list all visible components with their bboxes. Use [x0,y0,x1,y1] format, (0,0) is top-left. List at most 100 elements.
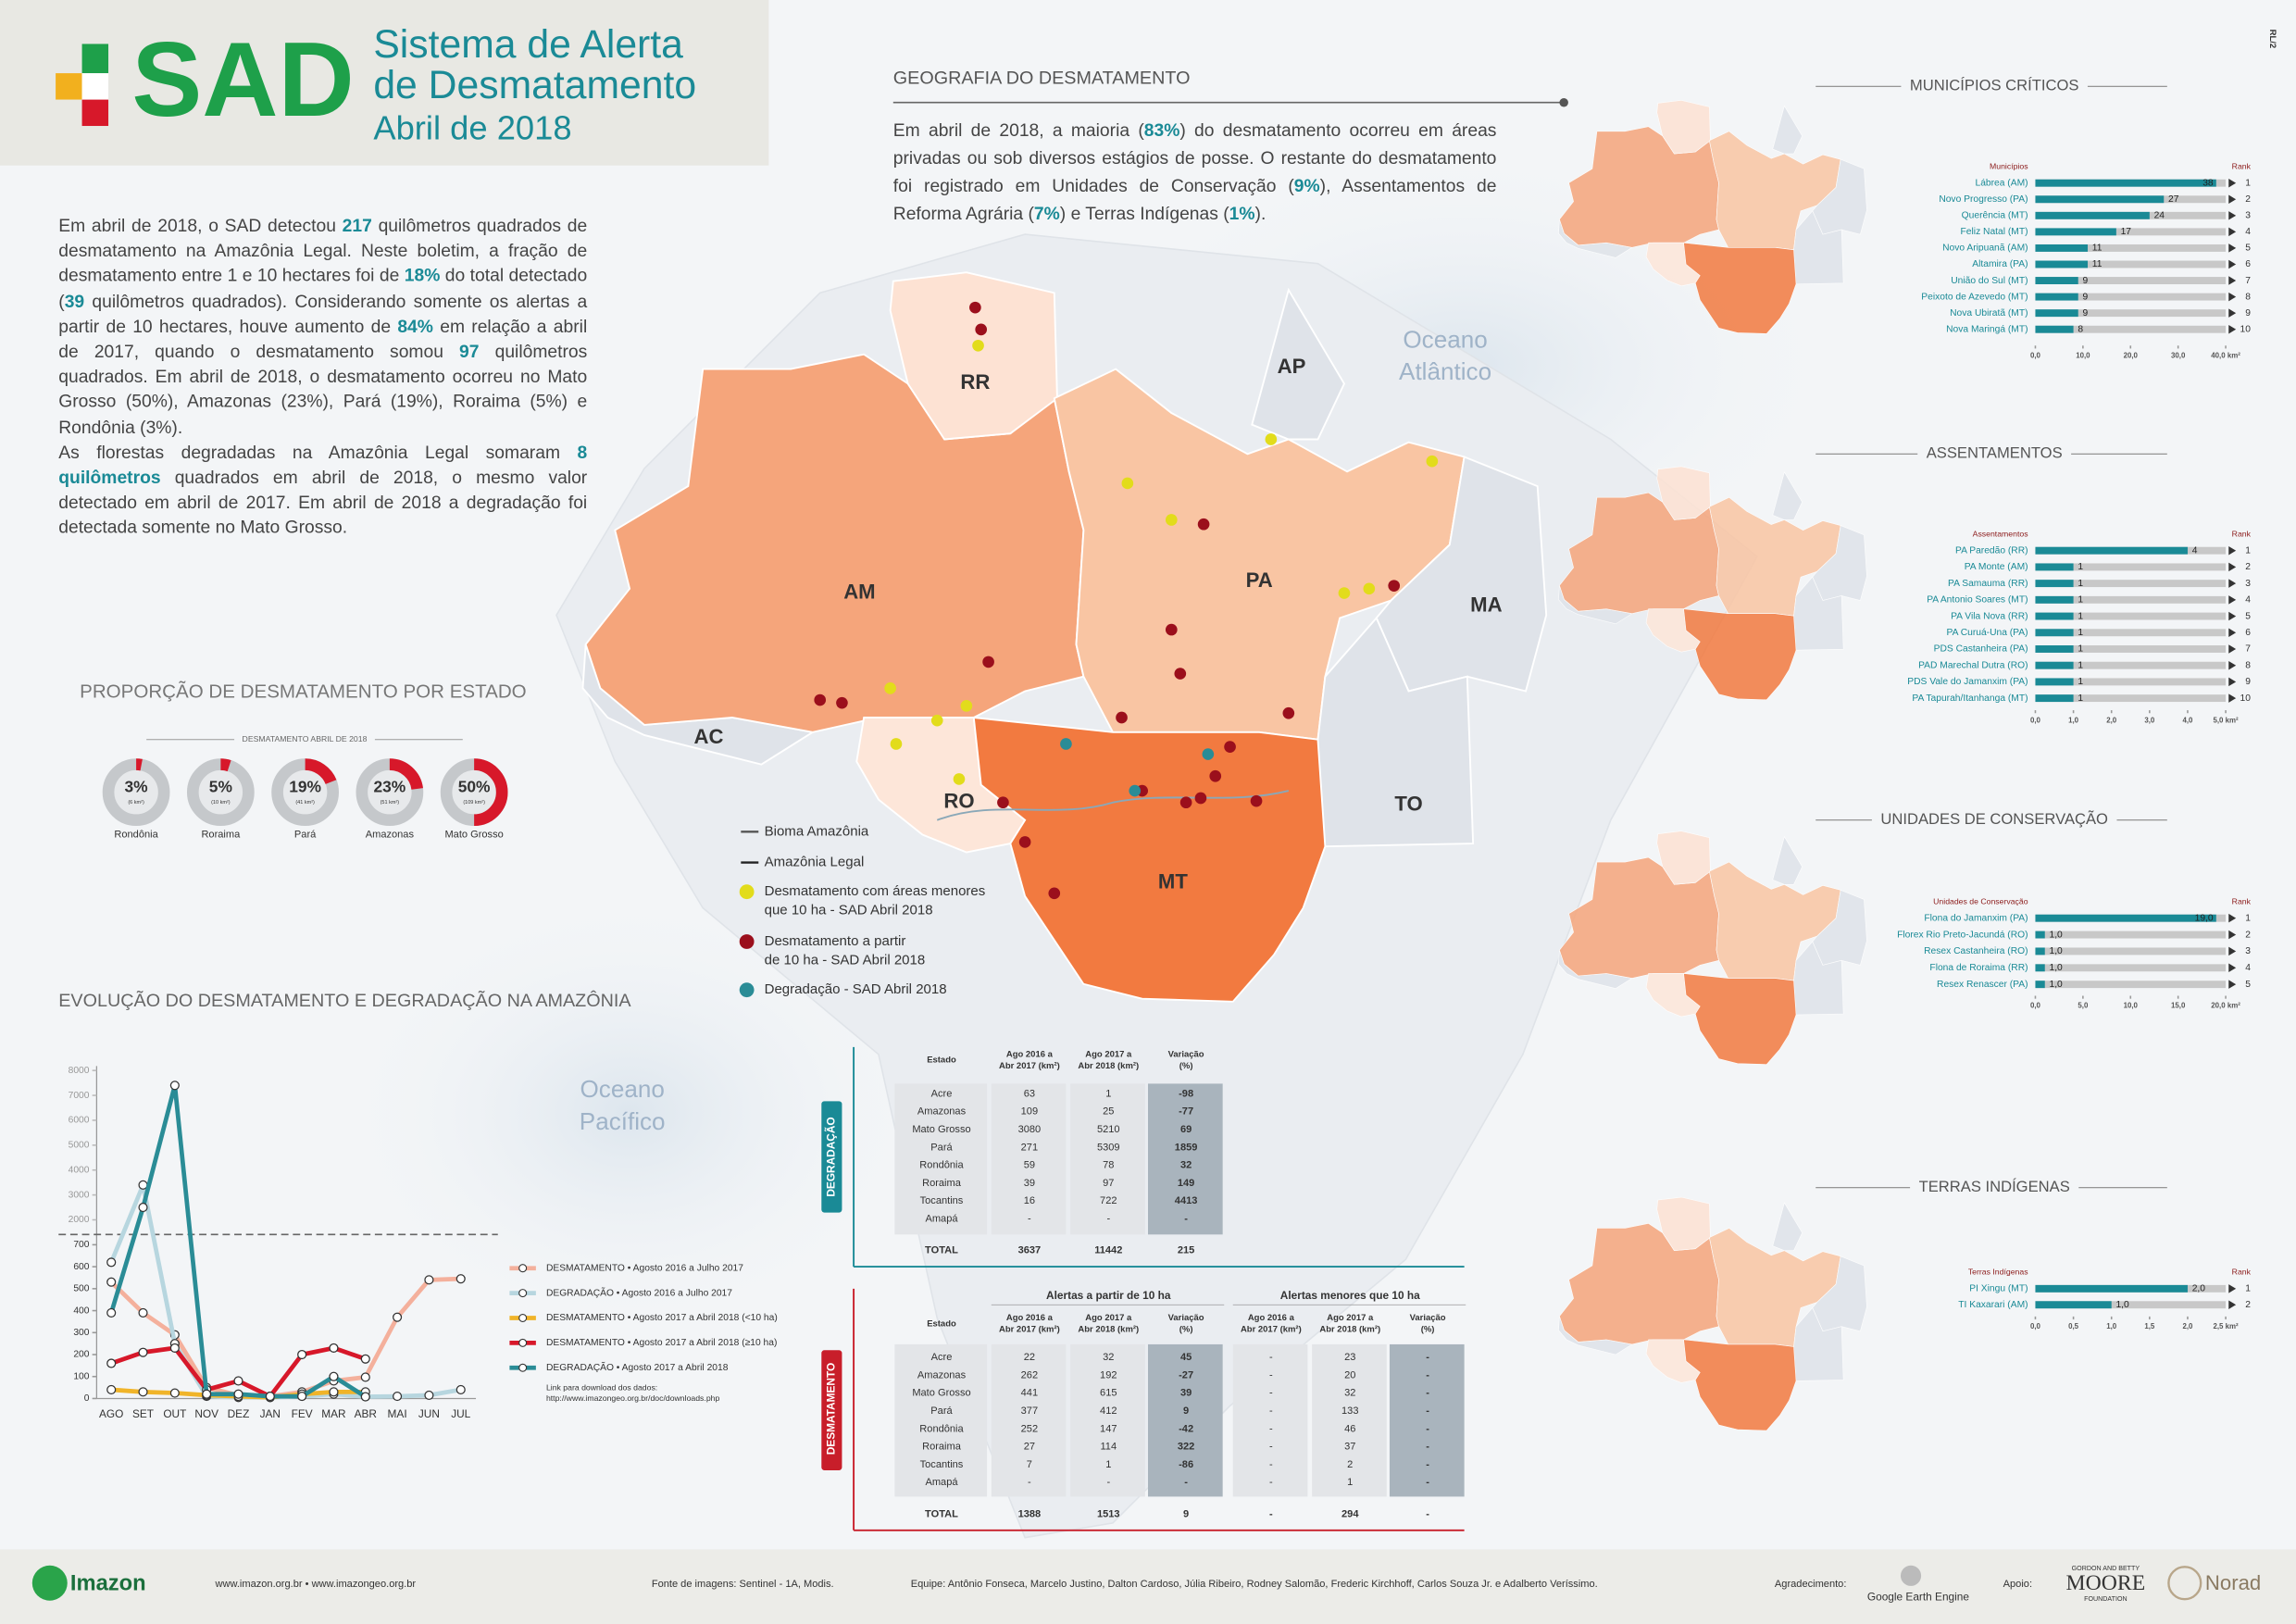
category-label: Peixoto de Azevedo (MT) [1921,292,2028,302]
table-cell: - [1426,1369,1429,1380]
footer-text: GORDON AND BETTY [2072,1565,2140,1572]
link: http://www.imazongeo.org.br/doc/download… [546,1393,720,1403]
x-tick-label: 3,0 [2144,716,2155,724]
donut-segment [389,758,423,791]
table-cell: -77 [1179,1106,1193,1118]
table-total: 215 [1178,1245,1194,1256]
legend-swatch [518,1264,528,1273]
category-label: Lábrea (AM) [1975,178,2028,188]
x-tick-label: MAI [388,1407,407,1420]
value-label: 50% [458,778,491,796]
highlight: 97 [459,341,480,362]
point [393,1392,403,1402]
ocean-label: Atlântico [1399,357,1491,385]
point [424,1275,434,1285]
table-cell: Roraima [922,1178,962,1189]
x-tick-label: 2,0 [2106,716,2117,724]
column-header: Ago 2016 a [1006,1313,1054,1323]
rank-arrow [2228,244,2237,253]
table-total: - [1426,1508,1429,1519]
column-header: Ago 2017 a [1327,1313,1374,1323]
logo-mark [81,99,109,127]
value-label: 1,0 [2049,946,2063,956]
panel-title: TERRAS INDÍGENAS [1919,1178,2070,1195]
point [297,1392,307,1402]
table-cell: 262 [1021,1369,1038,1380]
table-cell: 7 [1027,1459,1032,1470]
value-label: 1 [2078,693,2083,704]
column-bg [1147,1083,1223,1235]
value-label: 4 [2192,545,2198,556]
rank-arrow [2228,292,2237,302]
norad-icon [2167,1566,2202,1601]
x-tick-label: SET [132,1407,154,1420]
x-tick-label: OUT [163,1407,186,1420]
highlight: 1% [1229,203,1255,224]
point [455,1274,466,1284]
rank-label: 6 [2245,628,2251,638]
column-header: Estado [927,1318,956,1329]
bar [2035,694,2074,703]
logo-mark [56,73,82,100]
highlight: 9% [1293,175,1320,196]
point [233,1389,243,1399]
point [329,1343,339,1353]
paragraph: Em abril de 2018, o SAD detectou 217 qui… [58,214,587,441]
value-label: 3% [125,778,148,796]
legend-icon [739,982,755,998]
table-total: - [1269,1508,1273,1519]
map-legend-label: Amazônia Legal [765,855,865,870]
text-run: quadrados em abril de 2018, o mesmo valo… [58,467,588,539]
value-label: 1,0 [2049,963,2063,973]
state-label: AM [843,580,875,603]
text-run: do total detectado ( [58,265,588,312]
table-cell: 4413 [1175,1195,1198,1206]
point [233,1376,243,1386]
side-label-box [821,1101,842,1213]
column-header: Rank [2232,1268,2252,1277]
table-cell: 3080 [1018,1124,1042,1135]
table-cell: 412 [1100,1405,1117,1417]
column-header: Estado [927,1056,956,1066]
rank-label: 9 [2245,677,2251,687]
table-cell: 16 [1024,1195,1035,1206]
rank-label: 10 [2240,693,2252,704]
logo-mark [81,73,109,100]
footer-text: www.imazon.org.br • www.imazongeo.org.br [214,1579,416,1590]
rank-label: 3 [2245,946,2251,956]
intro-text: Em abril de 2018, o SAD detectou 217 qui… [58,214,587,542]
category-label: PA Curuá-Una (PA) [1946,628,2028,638]
point [169,1081,180,1091]
rank-label: 10 [2240,324,2252,334]
table-cell: Mato Grosso [912,1388,970,1399]
state-label: RO [943,790,974,813]
highlight: 7% [1033,203,1060,224]
legend-label: DEGRADAÇÃO • Agosto 2017 a Abril 2018 [546,1361,729,1373]
rank-label: 2 [2245,562,2251,572]
column-header: Variação [1168,1049,1204,1059]
map-legend-label: que 10 ha - SAD Abril 2018 [765,903,933,918]
bar [2035,325,2074,333]
table-cell: 46 [1344,1423,1355,1434]
table-total: 9 [1183,1508,1189,1519]
area-label: (6 km²) [128,800,144,806]
geography-text: Em abril de 2018, a maioria (83%) do des… [893,118,1497,229]
value-label: 8 [2078,324,2083,334]
point [106,1384,117,1395]
category-label: PAD Marechal Dutra (RO) [1918,660,2028,670]
column-bg [1232,1343,1308,1497]
category-label: PA Tapurah/Itanhanga (MT) [1912,693,2028,704]
value-label: 1 [2078,562,2083,572]
rank-arrow [2228,178,2237,188]
column-header: Abr 2017 (km²) [999,1061,1060,1071]
header-band [0,0,769,166]
column-header: Variação [1410,1313,1446,1323]
column-bg [1070,1083,1145,1235]
y-tick-label: 100 [73,1371,89,1381]
category-label: Roraima [201,829,241,840]
rank-arrow [2228,677,2237,687]
table-cell: 147 [1100,1423,1117,1434]
text-run: ). [1254,203,1267,224]
table-cell: Mato Grosso [912,1124,970,1135]
y-tick-label: 400 [73,1305,89,1316]
